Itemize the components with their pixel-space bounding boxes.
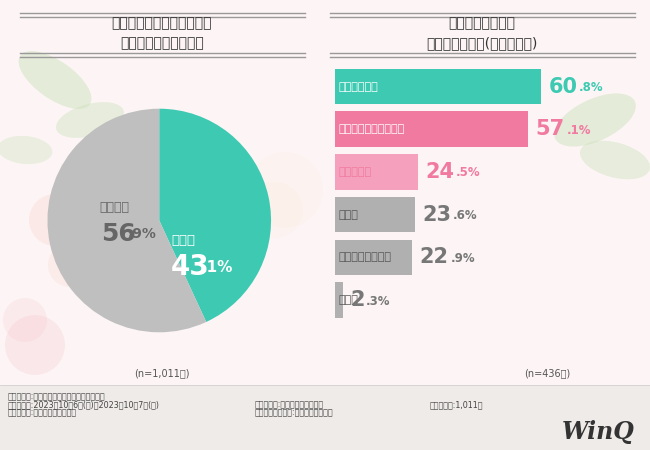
Text: (n=436人): (n=436人) <box>524 368 570 378</box>
Bar <box>0 385 650 450</box>
Ellipse shape <box>18 51 92 109</box>
Circle shape <box>247 152 323 228</box>
Text: おりものの量: おりものの量 <box>338 81 378 91</box>
Ellipse shape <box>554 94 636 147</box>
Text: ・調査方法:インターネット調査: ・調査方法:インターネット調査 <box>255 400 324 409</box>
Circle shape <box>5 315 65 375</box>
Text: (n=1,011人): (n=1,011人) <box>135 368 190 378</box>
Text: .5%: .5% <box>456 166 480 180</box>
Text: あった: あった <box>172 234 196 247</box>
Text: .9%: .9% <box>450 252 475 265</box>
Circle shape <box>48 243 92 287</box>
FancyBboxPatch shape <box>335 112 528 147</box>
Text: 尿漏れ、お湯漏れ: 尿漏れ、お湯漏れ <box>338 252 391 262</box>
Text: 23: 23 <box>422 205 451 225</box>
Circle shape <box>247 182 303 238</box>
FancyBboxPatch shape <box>335 239 413 275</box>
Text: 22: 22 <box>420 248 449 267</box>
Text: .1%: .1% <box>567 124 591 137</box>
Text: .1%: .1% <box>202 260 233 275</box>
FancyBboxPatch shape <box>335 154 418 189</box>
Circle shape <box>29 194 81 246</box>
Text: その他: その他 <box>338 295 358 305</box>
Text: 24: 24 <box>425 162 454 182</box>
FancyBboxPatch shape <box>335 69 541 104</box>
Text: それはどのような
悩みでしたか？(複数回答可): それはどのような 悩みでしたか？(複数回答可) <box>426 16 538 50</box>
Text: 60: 60 <box>549 76 577 96</box>
FancyBboxPatch shape <box>335 282 343 318</box>
Text: ・モニター提供元:ゼネラルリサーチ: ・モニター提供元:ゼネラルリサーチ <box>255 408 333 417</box>
Text: .6%: .6% <box>453 209 478 222</box>
Text: 膣カンジダ: 膣カンジダ <box>338 167 371 177</box>
Text: 黒ずみ: 黒ずみ <box>338 210 358 220</box>
Text: .9%: .9% <box>128 227 157 241</box>
Text: 〈調査概要:「産後のフェムケア実態調査」〉: 〈調査概要:「産後のフェムケア実態調査」〉 <box>8 392 105 401</box>
Text: なかった: なかった <box>99 201 129 214</box>
FancyBboxPatch shape <box>335 197 415 232</box>
Circle shape <box>53 208 117 272</box>
Text: WinQ: WinQ <box>562 420 635 444</box>
Text: 56: 56 <box>101 222 136 246</box>
Ellipse shape <box>56 102 124 138</box>
Ellipse shape <box>580 141 650 179</box>
Text: 43: 43 <box>170 253 209 281</box>
Wedge shape <box>159 109 271 322</box>
Circle shape <box>3 298 47 342</box>
Text: 2: 2 <box>350 290 365 310</box>
Text: かゆみやかぶれ、炎症: かゆみやかぶれ、炎症 <box>338 124 404 134</box>
Text: 産前にデリケートゾーンの
悩みはありましたか？: 産前にデリケートゾーンの 悩みはありましたか？ <box>112 16 213 50</box>
Text: ・調査期間:2023年10月6日(金)～2023年10月7日(土): ・調査期間:2023年10月6日(金)～2023年10月7日(土) <box>8 400 160 409</box>
Wedge shape <box>47 109 206 332</box>
Text: 57: 57 <box>536 119 565 139</box>
Text: ・調査人数:1,011人: ・調査人数:1,011人 <box>430 400 484 409</box>
Text: ・調査対象:出産経験のある女性: ・調査対象:出産経験のある女性 <box>8 408 77 417</box>
Text: .8%: .8% <box>579 81 604 94</box>
Text: .3%: .3% <box>365 295 390 307</box>
Ellipse shape <box>0 136 53 164</box>
